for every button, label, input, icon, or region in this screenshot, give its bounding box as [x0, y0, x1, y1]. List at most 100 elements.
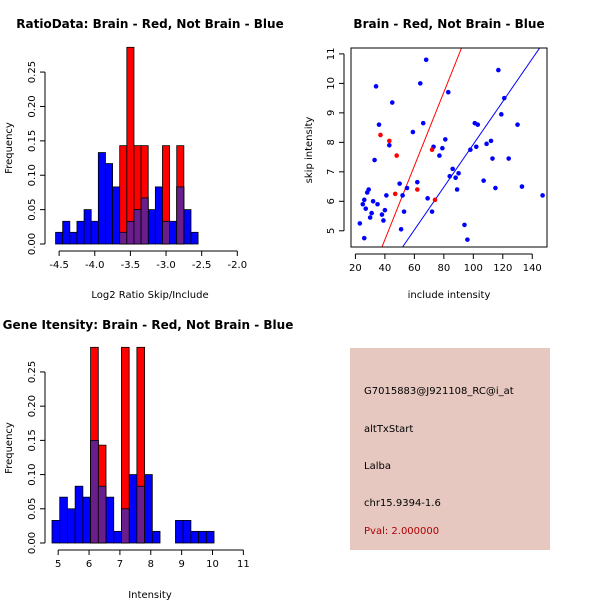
scatter-point-blue — [462, 222, 467, 228]
ratio-hist-ylabel: Frequency — [4, 122, 15, 174]
intensity-bar-blue — [128, 474, 138, 544]
intensity-bar-blue — [59, 496, 68, 544]
gene-name: Lalba — [364, 461, 391, 472]
ratio-bar-blue — [183, 209, 192, 245]
scatter-point-blue — [519, 184, 525, 189]
scatter-point-blue — [496, 67, 501, 73]
ratio-bar-blue — [55, 231, 64, 245]
scatter-point-blue — [506, 156, 511, 161]
scatter-point-blue — [357, 221, 363, 226]
scatter-point-red — [392, 191, 398, 197]
scatter-point-blue — [465, 237, 470, 242]
scatter-point-blue — [415, 179, 420, 185]
ratio-bar-blue — [112, 186, 121, 245]
scatter-point-blue — [490, 156, 495, 161]
scatter-point-blue — [361, 235, 367, 241]
scatter-point-blue — [437, 153, 442, 158]
scatter-x-tick-label: 120 — [493, 263, 512, 274]
scatter-point-red — [378, 132, 383, 138]
scatter-point-blue — [401, 209, 407, 214]
intensity-bar-blue — [74, 485, 84, 544]
intensity-bar-blue — [205, 530, 215, 544]
intensity-x-tick-label: 8 — [148, 559, 154, 570]
scatter-x-tick-label: 20 — [349, 263, 362, 274]
scatter-point-blue — [515, 122, 520, 127]
intensity-bar-overlap — [90, 439, 99, 544]
probe-id: G7015883@J921108_RC@i_at — [364, 386, 514, 397]
ratio-x-tick-label: -2.0 — [228, 260, 248, 271]
scatter-point-blue — [400, 193, 405, 198]
intensity-histogram: 5 6 7 8 9 10 11 0.00 0.05 0.10 0.15 0.20 0.25 — [27, 346, 250, 570]
scatter-point-blue — [456, 170, 461, 176]
scatter-point-blue — [450, 166, 455, 172]
scatter-point-red — [387, 138, 392, 144]
scatter-y-tick-label: 8 — [326, 139, 337, 145]
scatter-point-blue — [373, 84, 379, 89]
scatter-point-blue — [501, 95, 507, 101]
ratio-bar-overlap — [176, 186, 185, 245]
ratio-x-tick-label: -4.0 — [85, 260, 105, 271]
scatter-point-blue — [379, 212, 385, 217]
ratio-bar-overlap — [119, 231, 128, 245]
intensity-y-tick-label: 0.10 — [27, 463, 38, 485]
ratio-bar-blue — [147, 209, 156, 245]
ratio-bar-blue — [154, 186, 163, 245]
ratio-bar-blue — [76, 220, 85, 245]
ratio-bar-red — [119, 145, 128, 245]
scatter-point-blue — [475, 122, 481, 127]
intensity-y-tick-label: 0.00 — [27, 532, 38, 554]
ratio-x-tick-label: -2.5 — [192, 260, 212, 271]
intensity-bar-blue — [198, 530, 207, 544]
scatter-point-blue — [370, 199, 376, 204]
scatter-x-tick-label: 40 — [379, 263, 392, 274]
intensity-bar-overlap — [97, 485, 107, 544]
scatter-y-tick-label: 5 — [326, 228, 337, 234]
scatter-point-blue — [499, 112, 504, 117]
scatter-point-red — [429, 147, 435, 153]
scatter-fit-line-red — [381, 48, 462, 247]
scatter-y-tick-label: 11 — [326, 48, 337, 61]
scatter-point-blue — [410, 129, 416, 135]
intensity-bar-blue — [113, 530, 122, 544]
intensity-bar-overlap — [136, 485, 145, 544]
scatter-point-blue — [468, 147, 473, 153]
ratio-bar-blue — [83, 209, 92, 245]
ratio-y-tick-label: 0.00 — [27, 233, 38, 255]
intensity-y-tick-label: 0.25 — [27, 361, 38, 383]
scatter-point-red — [394, 153, 399, 158]
intensity-hist-ylabel: Frequency — [4, 422, 15, 474]
scatter-point-blue — [372, 157, 377, 163]
scatter-point-blue — [387, 142, 392, 148]
ratio-y-tick-label: 0.05 — [27, 198, 38, 220]
ratio-y-tick-label: 0.10 — [27, 164, 38, 186]
scatter-point-blue — [420, 120, 426, 126]
scatter-point-blue — [375, 201, 380, 207]
ratio-bar-blue — [190, 231, 199, 245]
ratio-bar-overlap — [140, 197, 149, 245]
intensity-bar-blue — [144, 474, 153, 544]
scatter-point-blue — [454, 187, 460, 192]
scatter-plot-frame — [350, 47, 548, 248]
scatter-point-blue — [367, 215, 373, 220]
intensity-x-tick-label: 10 — [206, 559, 219, 570]
scatter-point-blue — [363, 206, 369, 211]
ratio-bar-blue — [97, 152, 106, 245]
scatter-point-blue — [382, 207, 388, 213]
scatter-point-blue — [493, 185, 498, 191]
scatter-point-blue — [484, 141, 489, 147]
scatter-point-blue — [404, 185, 410, 191]
intensity-bar-blue — [190, 530, 200, 544]
scatter-point-blue — [488, 138, 494, 144]
scatter-point-blue — [389, 100, 395, 105]
scatter-ylabel: skip intensity — [304, 117, 315, 184]
p-value: Pval: 2.000000 — [364, 526, 440, 537]
intensity-y-tick-label: 0.15 — [27, 429, 38, 451]
intensity-y-tick-label: 0.20 — [27, 395, 38, 417]
scatter-plot-area — [357, 48, 545, 247]
scatter-point-blue — [360, 201, 366, 207]
scatter-point-blue — [361, 197, 367, 203]
intensity-y-tick-label: 0.05 — [27, 498, 38, 520]
scatter-point-red — [432, 197, 438, 203]
intensity-x-tick-label: 7 — [117, 559, 123, 570]
